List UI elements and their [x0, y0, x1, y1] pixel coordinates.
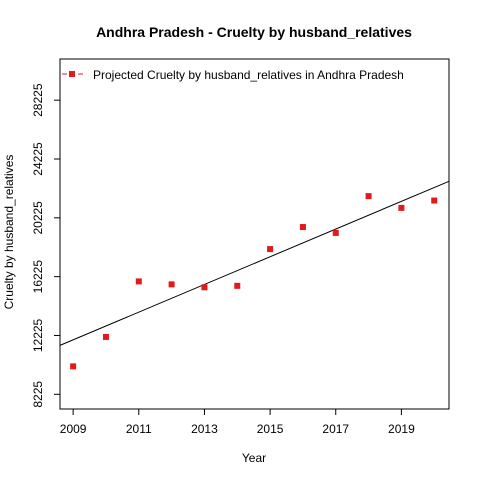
data-point [398, 205, 404, 211]
y-tick-label: 24225 [31, 142, 45, 176]
y-tick-label: 8225 [31, 381, 45, 408]
y-tick-label: 16225 [31, 260, 45, 294]
y-tick-label: 28225 [31, 83, 45, 117]
y-tick-label: 20225 [31, 201, 45, 235]
legend: Projected Cruelty by husband_relatives i… [62, 68, 404, 82]
x-tick-label: 2013 [191, 422, 218, 436]
y-tick-label: 12225 [31, 318, 45, 352]
x-tick-label: 2009 [60, 422, 87, 436]
data-point [70, 363, 76, 369]
legend-marker [69, 71, 75, 77]
x-tick-label: 2019 [388, 422, 415, 436]
data-point [333, 230, 339, 236]
data-point [103, 334, 109, 340]
data-point [136, 278, 142, 284]
data-point [300, 224, 306, 230]
data-point [169, 281, 175, 287]
chart-title: Andhra Pradesh - Cruelty by husband_rela… [96, 24, 412, 40]
data-point [234, 283, 240, 289]
x-tick-label: 2015 [257, 422, 284, 436]
x-tick-label: 2017 [322, 422, 349, 436]
y-axis-title: Cruelty by husband_relatives [2, 155, 16, 310]
x-tick-label: 2011 [126, 422, 152, 436]
data-point [267, 246, 273, 252]
legend-label: Projected Cruelty by husband_relatives i… [93, 68, 404, 82]
x-axis-title: Year [242, 451, 266, 465]
data-point [431, 198, 437, 204]
data-point [366, 193, 372, 199]
data-point [201, 284, 207, 290]
